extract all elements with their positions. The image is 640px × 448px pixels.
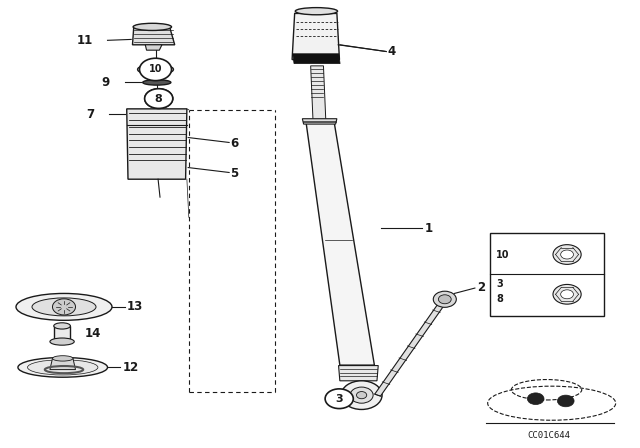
Text: 8: 8 [155,94,163,103]
Ellipse shape [295,8,337,15]
Text: 8: 8 [496,294,503,304]
Circle shape [561,290,573,299]
Bar [490,233,604,316]
Text: 3: 3 [335,394,343,404]
Text: 10: 10 [148,65,163,74]
Text: CC01C644: CC01C644 [527,431,571,440]
Polygon shape [292,54,340,64]
Polygon shape [310,66,326,125]
Circle shape [438,295,451,304]
Ellipse shape [143,80,171,85]
Polygon shape [339,366,378,381]
Circle shape [325,389,353,409]
Circle shape [356,392,367,399]
Text: 14: 14 [84,327,101,340]
Circle shape [145,89,173,108]
Text: 7: 7 [86,108,95,121]
Ellipse shape [138,64,173,75]
Circle shape [350,387,373,403]
Text: 12: 12 [122,361,138,374]
Ellipse shape [133,23,172,30]
Polygon shape [375,298,447,396]
Ellipse shape [54,323,70,329]
Text: 9: 9 [102,76,110,89]
Bar [54,326,70,342]
Circle shape [527,393,544,405]
Polygon shape [127,109,187,179]
Circle shape [140,58,172,81]
Text: 3: 3 [496,280,503,289]
Polygon shape [50,358,76,370]
Ellipse shape [32,298,96,316]
Circle shape [433,291,456,307]
Circle shape [561,250,573,259]
Polygon shape [132,27,175,45]
Polygon shape [145,45,162,50]
Ellipse shape [16,293,112,320]
Circle shape [145,89,173,108]
Ellipse shape [147,67,164,72]
Ellipse shape [50,338,74,345]
Circle shape [52,299,76,315]
Polygon shape [306,123,374,365]
Ellipse shape [28,360,98,375]
Circle shape [553,284,581,304]
Text: 10: 10 [496,250,509,259]
Polygon shape [302,119,337,124]
Circle shape [553,245,581,264]
Text: 5: 5 [230,167,239,180]
Text: 1: 1 [424,222,433,235]
Text: 6: 6 [230,137,239,150]
Text: 11: 11 [77,34,93,47]
Text: 13: 13 [127,300,143,314]
Text: 4: 4 [387,45,396,58]
Circle shape [341,381,382,409]
Ellipse shape [18,358,108,377]
Ellipse shape [52,356,73,361]
Polygon shape [292,13,339,60]
Circle shape [557,395,574,407]
Text: 2: 2 [477,281,485,294]
